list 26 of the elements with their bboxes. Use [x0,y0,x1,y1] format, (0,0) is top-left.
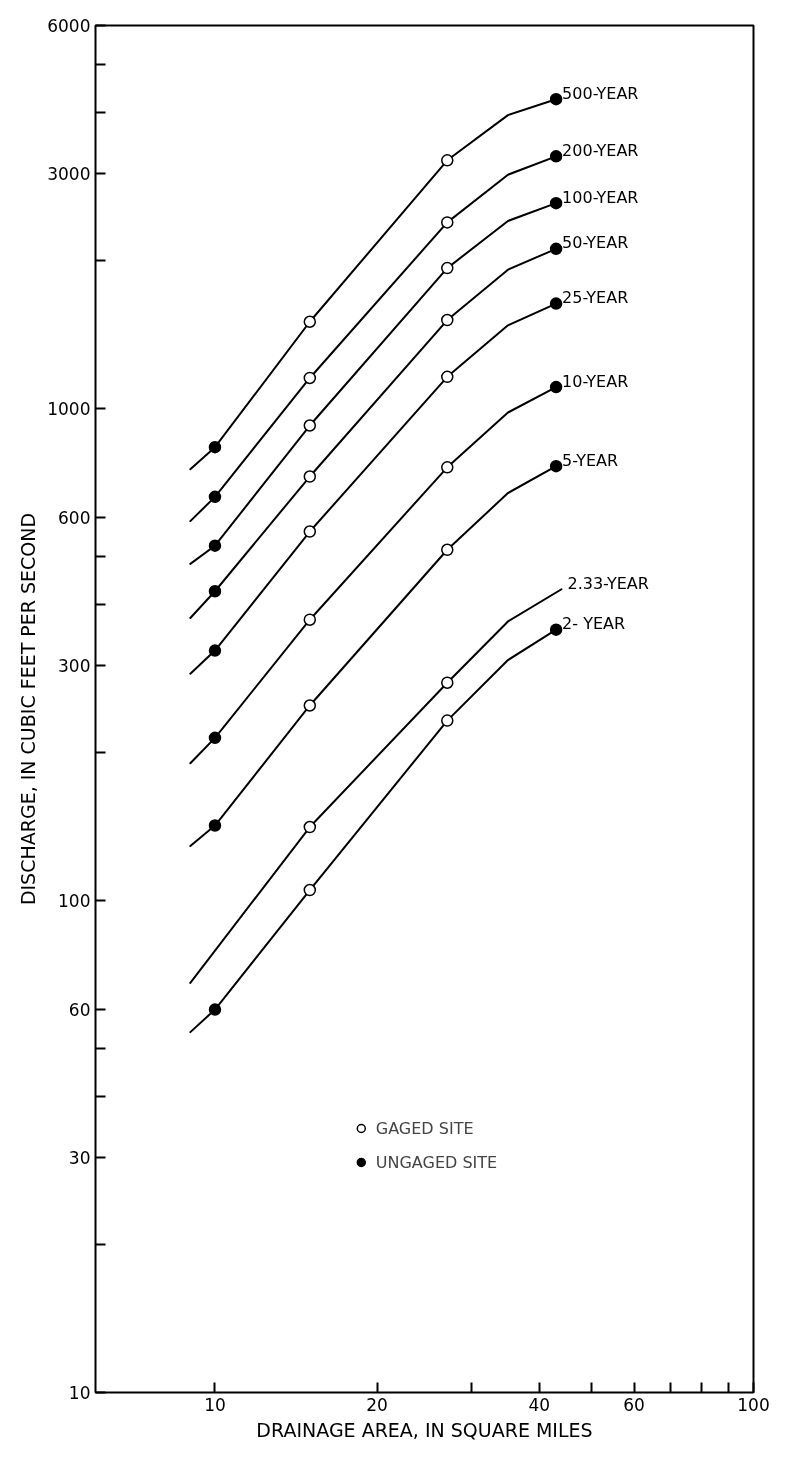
y-tick-label: 60 [68,1000,91,1021]
series-label: 2- YEAR [562,614,626,634]
x-tick-label: 40 [528,1394,551,1415]
x-axis-title: DRAINAGE AREA, IN SQUARE MILES [256,1418,593,1441]
y-tick-label: 600 [58,508,91,529]
legend-label: GAGED SITE [375,1118,474,1138]
y-tick-label: 1000 [47,398,91,419]
x-tick-label: 100 [737,1394,770,1415]
series-label: 100-YEAR [562,187,639,207]
series-label: 50-YEAR [562,233,629,253]
y-tick-label: 3000 [47,164,91,185]
x-tick-label: 60 [623,1394,645,1415]
y-tick-label: 300 [58,656,91,677]
legend-label: UNGAGED SITE [375,1152,498,1172]
series-label: 2.33-YEAR [567,573,649,593]
x-tick-label: 20 [366,1394,388,1415]
y-tick-label: 6000 [47,16,91,36]
y-tick-label: 100 [58,890,91,911]
series-label: 500-YEAR [562,83,639,103]
series-label: 10-YEAR [562,371,629,391]
series-label: 200-YEAR [562,140,639,160]
y-axis-title: DISCHARGE, IN CUBIC FEET PER SECOND [17,512,40,906]
y-tick-label: 30 [68,1148,91,1169]
series-label: 25-YEAR [562,288,629,308]
series-label: 5-YEAR [562,450,619,470]
x-tick-label: 10 [204,1394,226,1415]
